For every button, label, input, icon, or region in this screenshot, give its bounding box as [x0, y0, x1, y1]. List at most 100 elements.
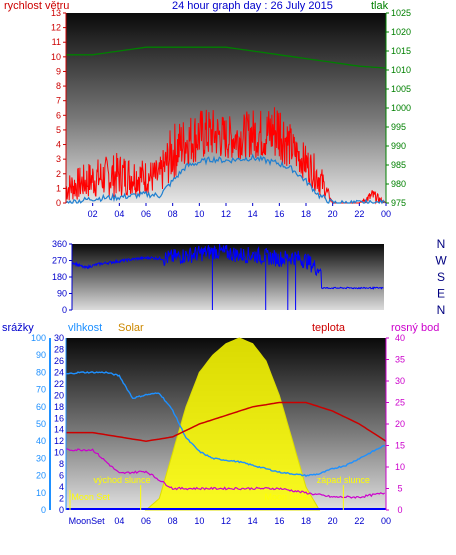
x-tick-label: 06 [141, 209, 151, 219]
pressure-y-tick-label: 980 [391, 179, 406, 189]
rain-y-tick-label: 70 [36, 385, 46, 395]
temp-y-tick-label: 30 [395, 376, 405, 386]
temp-y-tick-label: 20 [395, 419, 405, 429]
humidity-y-tick-label: 22 [54, 379, 64, 389]
pressure-y-tick-label: 995 [391, 122, 406, 132]
rain-y-tick-label: 90 [36, 350, 46, 360]
temp-y-tick-label: 15 [395, 441, 405, 451]
temp-y-tick-label: 10 [395, 462, 405, 472]
compass-label: W [435, 254, 447, 268]
wind-y-tick-label: 10 [51, 52, 61, 62]
pressure-series [66, 46, 387, 69]
temp-y-tick-label: 35 [395, 355, 405, 365]
x-tick-label: 08 [168, 209, 178, 219]
temp-y-tick-label: 0 [397, 505, 402, 515]
wind-y-tick-label: 7 [56, 96, 61, 106]
wind-y-tick-label: 1 [56, 183, 61, 193]
humidity-y-tick-label: 28 [54, 344, 64, 354]
pressure-y-tick-label: 1010 [391, 65, 411, 75]
x-tick-label: 10 [194, 516, 204, 526]
sunset-annotation: západ slunce [317, 475, 370, 485]
pressure-y-tick-label: 1025 [391, 8, 411, 18]
wind-y-tick-label: 4 [56, 140, 61, 150]
wind-y-tick-label: 9 [56, 66, 61, 76]
wind-y-tick-label: 2 [56, 169, 61, 179]
humidity-y-tick-label: 24 [54, 367, 64, 377]
pressure-y-tick-label: 990 [391, 141, 406, 151]
rain-y-tick-label: 0 [41, 505, 46, 515]
x-tick-label: 22 [354, 516, 364, 526]
wind-y-tick-label: 3 [56, 154, 61, 164]
rain-y-tick-label: 30 [36, 453, 46, 463]
compass-label: E [437, 287, 445, 301]
pressure-y-tick-label: 985 [391, 160, 406, 170]
humidity-y-tick-label: 16 [54, 413, 64, 423]
pressure-label: tlak [371, 0, 389, 12]
wind-y-tick-label: 0 [56, 198, 61, 208]
wind-average-series [65, 153, 386, 205]
x-tick-label: 02 [88, 209, 98, 219]
chart-title: 24 hour graph day : 26 July 2015 [172, 0, 333, 12]
x-tick-label: 10 [194, 209, 204, 219]
rain-label: srážky [2, 322, 34, 334]
x-tick-label: 16 [274, 516, 284, 526]
dew-point-label: rosný bod [391, 322, 439, 334]
x-tick-label: 22 [354, 209, 364, 219]
humidity-y-tick-label: 30 [54, 333, 64, 343]
temperature-label: teplota [312, 322, 346, 334]
x-tick-label: 04 [114, 209, 124, 219]
wind-y-tick-label: 5 [56, 125, 61, 135]
temperature-series [66, 401, 387, 442]
humidity-y-tick-label: 14 [54, 425, 64, 435]
direction-y-tick-label: 270 [52, 256, 67, 266]
humidity-y-tick-label: 12 [54, 436, 64, 446]
x-tick-label: 06 [141, 516, 151, 526]
humidity-y-tick-label: 8 [59, 459, 64, 469]
x-tick-label: 20 [328, 209, 338, 219]
x-tick-label: 14 [248, 516, 258, 526]
temp-y-tick-label: 40 [395, 333, 405, 343]
humidity-label: vlhkost [68, 322, 102, 334]
solar-label: Solar [118, 322, 144, 334]
humidity-y-tick-label: 10 [54, 448, 64, 458]
rain-y-tick-label: 40 [36, 436, 46, 446]
x-tick-label: 14 [248, 209, 258, 219]
x-tick-label: 12 [221, 209, 231, 219]
x-tick-label: 12 [221, 516, 231, 526]
wind-y-tick-label: 6 [56, 110, 61, 120]
wind-y-tick-label: 12 [51, 23, 61, 33]
humidity-y-tick-label: 4 [59, 482, 64, 492]
pressure-y-tick-label: 1005 [391, 84, 411, 94]
x-tick-label: 16 [274, 209, 284, 219]
humidity-y-tick-label: 6 [59, 471, 64, 481]
compass-label: N [437, 237, 446, 251]
pressure-y-tick-label: 1000 [391, 103, 411, 113]
x-tick-label: 18 [301, 209, 311, 219]
compass-label: N [437, 303, 446, 317]
x-tick-label: 00 [381, 516, 391, 526]
direction-y-tick-label: 90 [57, 289, 67, 299]
sunrise-annotation: východ slunce [93, 475, 150, 485]
wind-y-tick-label: 8 [56, 81, 61, 91]
humidity-y-tick-label: 0 [59, 505, 64, 515]
rain-y-tick-label: 100 [31, 333, 46, 343]
solar-area [144, 337, 321, 511]
temp-y-tick-label: 25 [395, 398, 405, 408]
humidity-y-tick-label: 18 [54, 402, 64, 412]
moonrise-annotation: Moon Rise [264, 492, 307, 502]
temp-y-tick-label: 5 [397, 484, 402, 494]
humidity-y-tick-label: 2 [59, 494, 64, 504]
x-tick-label: 20 [328, 516, 338, 526]
pressure-y-tick-label: 1015 [391, 46, 411, 56]
moonset-bottom-label: MoonSet [69, 516, 106, 526]
x-tick-label: 00 [381, 209, 391, 219]
rain-y-tick-label: 50 [36, 419, 46, 429]
direction-y-tick-label: 360 [52, 239, 67, 249]
wind-y-tick-label: 11 [52, 37, 61, 47]
rain-y-tick-label: 80 [36, 367, 46, 377]
humidity-series [65, 371, 385, 478]
pressure-y-tick-label: 1020 [391, 27, 411, 37]
rain-y-tick-label: 10 [36, 488, 46, 498]
x-tick-label: 18 [301, 516, 311, 526]
